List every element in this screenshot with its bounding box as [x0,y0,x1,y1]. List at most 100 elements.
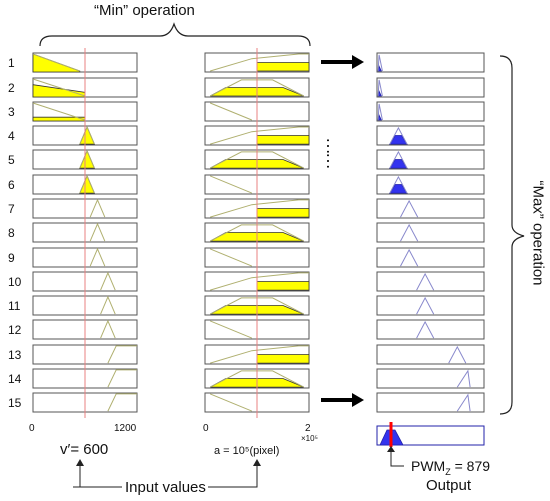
input2-activated-region [256,208,310,218]
output-caption: Output [426,477,472,494]
input2-activated-region [256,354,310,364]
rule-output-arrow-head [352,55,364,69]
output-membership-line [400,199,419,218]
output-caption-arrow-head [387,446,395,452]
input2-membership-line [210,53,309,72]
input1-membership-line [89,198,106,218]
row-number-label: 13 [8,348,22,362]
input1-membership-line [107,369,137,388]
max-operation-brace [499,55,525,415]
row-number-label: 12 [8,323,22,337]
output-caption-connector [390,447,404,467]
output-rule-box [376,247,485,268]
input1-axis-min: 0 [29,423,35,434]
row-number-label: 4 [8,129,15,143]
input2-membership-line [210,345,309,364]
output-membership-line [389,150,408,169]
row-number-label: 14 [8,372,22,386]
input2-axis-max: 2 [305,423,311,434]
output-membership-line [416,320,435,339]
row-number-label: 6 [8,178,15,192]
output-membership-line [377,79,383,97]
output-rule-box [376,222,485,243]
min-operation-label: “Min” operation [94,2,195,19]
output-membership-line [377,103,383,121]
input2-membership-line [210,199,309,218]
output-membership-line [389,126,408,145]
input1-membership-line [107,393,137,412]
input2-activated-region [256,62,310,72]
output-rule-box [376,52,485,73]
input2-value-label: a = 10⁵(pixel) [214,445,280,457]
input1-membership-line [79,125,95,145]
row-number-label: 3 [8,105,15,119]
output-value-label: PWMZ = 879 [411,458,490,477]
row-number-label: 8 [8,226,15,240]
input2-membership-line [210,272,309,291]
rule-output-arrow-head [352,393,364,407]
row-number-label: 1 [8,56,15,70]
output-rule-box [376,198,485,219]
input1-membership-line [79,149,95,169]
output-membership-line [400,248,419,267]
input1-membership-line [32,78,86,97]
min-operation-brace [39,22,311,47]
input2-caption-connector [208,462,258,488]
output-membership-line [456,369,471,388]
input1-membership-line [100,271,116,291]
input2-axis-exponent: ×10⁵ [301,434,318,443]
output-membership-line [400,223,419,242]
input2-membership-line [210,102,252,121]
input2-caption-arrow-head [253,459,261,466]
input1-membership-line [32,102,86,121]
output-membership-line [416,296,435,315]
output-label: PWM [411,458,446,474]
output-membership-line [456,393,471,412]
row-number-label: 11 [8,299,21,313]
output-membership-line [448,345,467,364]
row-number-label: 10 [8,275,22,289]
input1-membership-line [79,174,95,194]
row-number-label: 2 [8,81,15,95]
input1-membership-line [100,319,116,339]
output-subscript: Z [445,466,451,477]
input1-membership-line [107,345,137,364]
input2-activated-region [256,281,310,291]
row-number-label: 15 [8,396,22,410]
output-membership-line [389,175,408,194]
input1-membership-line [100,295,116,315]
input1-axis-max: 1200 [114,423,137,434]
row-number-label: 7 [8,202,15,216]
input1-value-label: v′= 600 [60,441,109,458]
dots-separator: …… [323,137,343,167]
aggregated-output-box [376,425,485,446]
input1-caption-arrow-head [76,459,84,466]
output-rule-box [376,368,485,389]
output-rule-box [376,392,485,413]
input2-membership-line [210,248,252,267]
output-value: = 879 [450,458,491,474]
input2-membership-line [210,175,252,194]
output-membership-line [416,272,435,291]
output-membership-line [377,54,383,72]
output-rule-box [376,271,485,292]
input1-membership-line [89,247,106,267]
input-values-caption: Input values [125,479,206,496]
output-rule-box [376,319,485,340]
input2-activated-region [256,135,310,145]
input2-membership-line [210,393,252,412]
output-rule-box [376,295,485,316]
input1-membership-line [89,222,106,242]
row-number-label: 9 [8,251,15,265]
row-number-label: 5 [8,153,15,167]
input1-membership-line [32,53,80,72]
max-operation-label: “Max” operation [529,180,547,286]
input2-axis-min: 0 [203,423,209,434]
input2-membership-line [210,320,252,339]
input2-membership-line [210,126,309,145]
output-rule-box [376,77,485,98]
output-rule-box [376,344,485,365]
output-rule-box [376,101,485,122]
